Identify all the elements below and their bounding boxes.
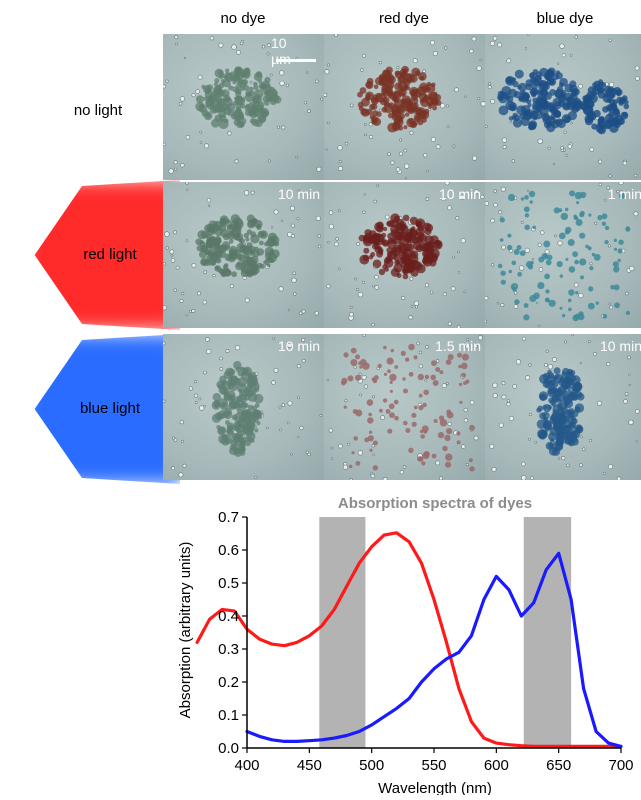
micrograph-image [324,34,485,180]
elapsed-time-label: 1 min [607,186,641,202]
micrograph-image [326,182,485,328]
y-tick-label: 0.6 [218,542,239,559]
column-label-no-dye: no dye [220,10,266,27]
y-tick-label: 0.7 [218,509,239,526]
micrograph-red-light-blue-dye: 1 min [485,182,641,328]
micrograph-image [163,337,323,479]
elapsed-time-label: 10 min [599,338,641,354]
y-tick-label: 0.5 [218,575,239,592]
micrograph-blue-light-no-dye: 10 min [163,334,324,480]
y-tick-label: 0.1 [218,707,239,724]
y-axis-label: Absorption (arbitrary units) [177,542,194,719]
x-tick-label: 600 [484,757,509,774]
row-label-red-light: red light [83,246,137,263]
micrograph-red-light-no-dye: 10 min [163,182,324,328]
x-tick-label: 700 [608,757,633,774]
x-axis-label: Wavelength (nm) [378,780,492,795]
elapsed-time-label: 10 min [438,186,481,202]
micrograph-red-light-red-dye: 10 min [324,182,485,328]
column-label-red-dye: red dye [378,10,430,27]
micrograph-no-light-no-dye [163,34,324,180]
scale-bar-line [276,59,316,62]
x-tick-label: 500 [359,757,384,774]
series-line-2 [245,551,623,748]
y-tick-label: 0.4 [218,608,239,625]
micrograph-blue-light-red-dye: 1.5 min [324,334,485,480]
x-tick-label: 400 [234,757,259,774]
scale-bar-label: 10 µm [271,35,291,67]
chart-title: Absorption spectra of dyes [338,495,532,512]
row-label-blue-light: blue light [79,400,141,417]
micrograph-blue-light-blue-dye: 10 min [485,334,641,480]
x-tick-label: 650 [546,757,571,774]
elapsed-time-label: 1.5 min [435,338,481,354]
y-tick-label: 0.2 [218,674,239,691]
micrograph-image [326,334,483,480]
micrograph-no-light-blue-dye [485,34,641,180]
elapsed-time-label: 10 min [277,186,320,202]
column-label-blue-dye: blue dye [536,10,594,27]
x-tick-label: 550 [421,757,446,774]
highlight-band-2 [523,517,572,748]
y-tick-label: 0.3 [218,641,239,658]
row-label-no-light: no light [73,102,123,119]
elapsed-time-label: 10 min [277,338,320,354]
micrograph-image [485,182,639,328]
micrograph-no-light-red-dye [324,34,485,180]
absorption-chart: Absorption spectra of dyes 0.0 0.1 0.2 0.3 0… [177,495,634,795]
highlight-band-1 [319,517,366,748]
micrograph-image [489,334,640,480]
y-tick-label: 0.0 [218,740,239,757]
micrograph-image [163,35,324,174]
series-line-1 [195,531,623,748]
micrograph-image [485,34,640,178]
micrograph-image [163,182,322,317]
x-tick-label: 450 [297,757,322,774]
